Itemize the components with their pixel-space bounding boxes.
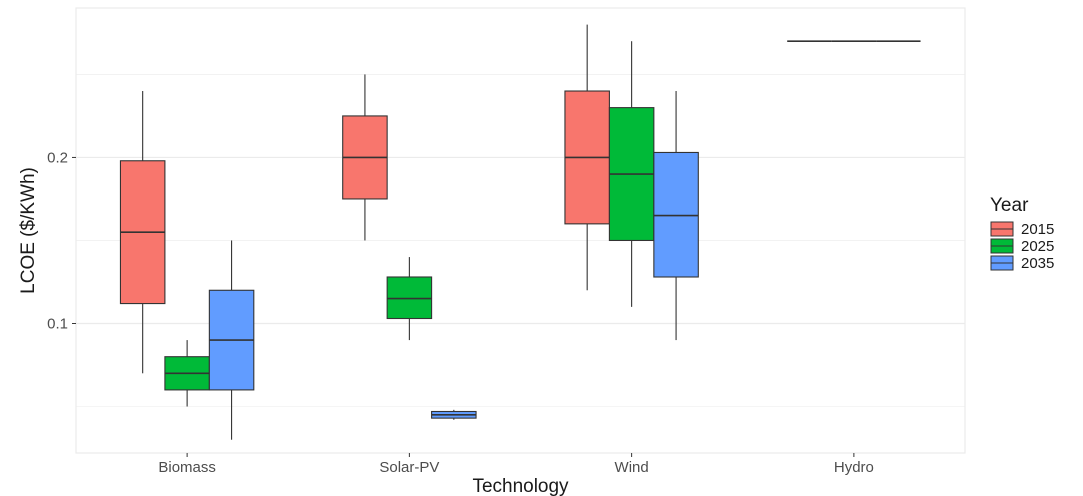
box-biomass-2035 — [208, 240, 255, 440]
box-solar-pv-2035 — [431, 409, 477, 420]
x-axis-title: Technology — [472, 476, 569, 496]
legend-title: Year — [990, 195, 1029, 216]
legend-label-2015: 2015 — [1021, 221, 1054, 238]
box-groups — [119, 24, 921, 440]
y-tick-label: 0.2 — [47, 149, 68, 166]
box-body — [653, 151, 699, 278]
box-wind-2035 — [653, 91, 699, 341]
y-axis-title: LCOE ($/KWh) — [18, 167, 39, 294]
box-body — [386, 276, 433, 320]
box-biomass-2015 — [119, 91, 166, 374]
x-axis-ticks: Biomass Solar-PV Wind Hydro — [158, 453, 874, 476]
box-wind-2025 — [608, 41, 655, 307]
x-tick-label: Biomass — [158, 459, 216, 476]
box-solar-pv-2025 — [386, 257, 433, 341]
box-solar-pv-2015 — [342, 74, 388, 241]
legend-label-2035: 2035 — [1021, 255, 1054, 272]
box-wind-2015 — [564, 24, 610, 291]
legend-label-2025: 2025 — [1021, 238, 1054, 255]
y-tick-label: 0.1 — [47, 315, 68, 332]
x-tick-label: Solar-PV — [379, 459, 439, 476]
x-tick-label: Hydro — [834, 459, 874, 476]
x-tick-label: Wind — [615, 459, 649, 476]
y-axis-ticks: 0.1 0.2 — [47, 149, 76, 332]
